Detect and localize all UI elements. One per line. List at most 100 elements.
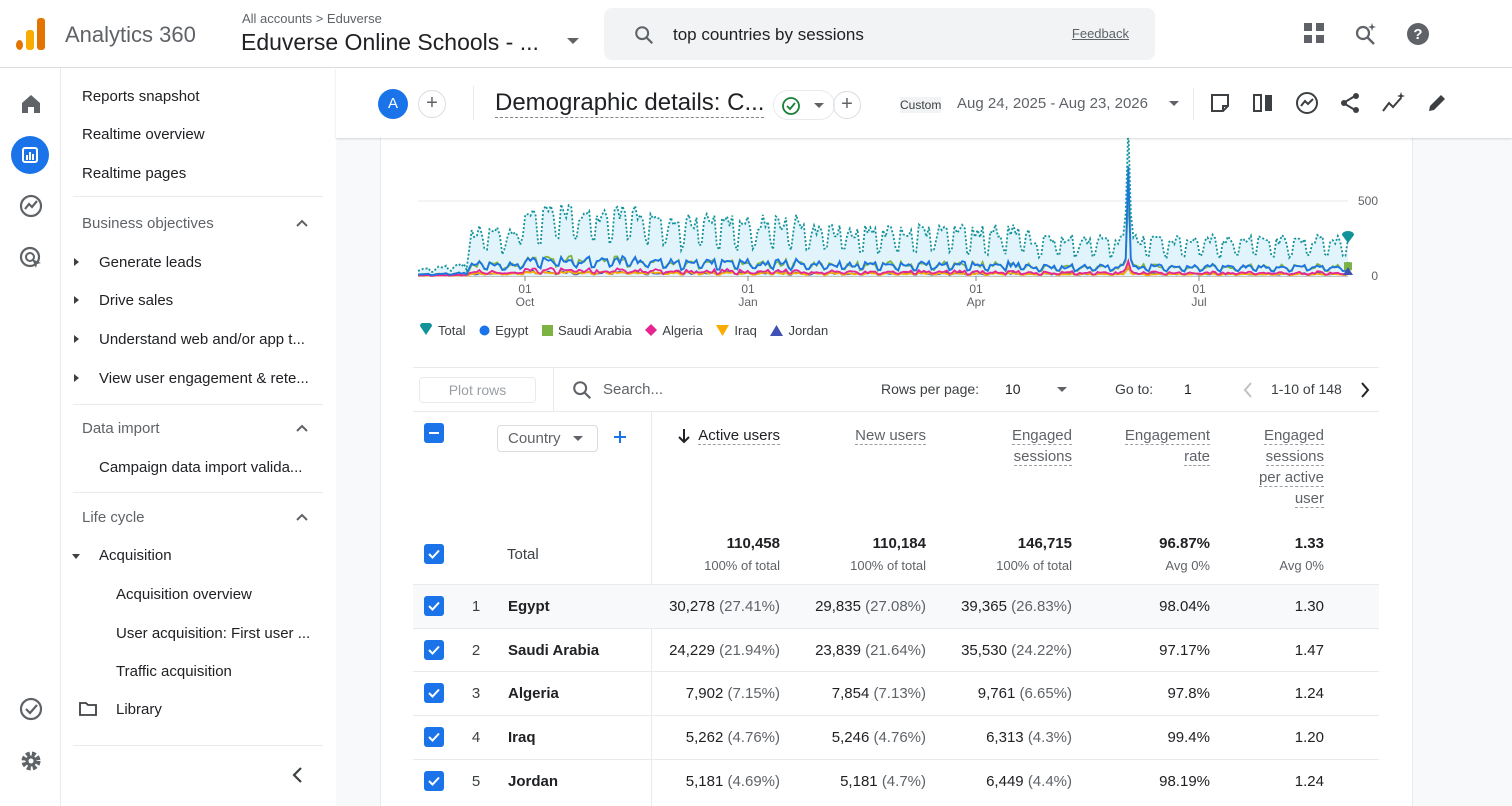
svg-text:?: ? [1413,26,1422,43]
chevron-up-icon[interactable] [295,512,309,522]
nav-generate-leads[interactable]: Generate leads [99,254,202,271]
insights-icon[interactable] [1295,91,1319,115]
nav-traffic-acquisition[interactable]: Traffic acquisition [116,663,232,680]
search-icon [573,381,592,400]
section-data-import[interactable]: Data import [82,420,160,437]
nav-campaign-data-import[interactable]: Campaign data import valida... [99,459,303,476]
goto-input[interactable]: 1 [1184,381,1192,397]
end-marker-saudi-arabia [1344,262,1352,271]
add-comparison-button[interactable]: + [418,90,446,118]
feedback-link[interactable]: Feedback [1071,26,1129,41]
report-status-dropdown[interactable] [773,90,835,120]
collapse-arrow-icon[interactable] [72,554,80,559]
comparison-avatar[interactable]: A [378,89,408,119]
row-country[interactable]: Saudi Arabia [508,641,600,659]
dimension-selector[interactable]: Country [497,425,598,452]
share-icon[interactable] [1338,91,1362,115]
search-bar[interactable]: top countries by sessions Feedback [604,8,1155,60]
row-checkbox[interactable] [424,683,444,704]
table-row[interactable]: 1 Egypt 30,278 (27.41%) 29,835 (27.08%) 39,3… [413,584,1379,628]
line-chart[interactable]: 1K500001Oct01Jan01Apr01Jul [413,136,1388,311]
trends-sparkle-icon[interactable] [1381,91,1407,115]
header-engaged-sessions[interactable]: Engaged sessions [1011,427,1072,466]
row-country[interactable]: Algeria [508,685,559,703]
table-row[interactable]: 2 Saudi Arabia 24,229 (21.94%) 23,839 (21.6… [413,627,1379,672]
sort-arrow-down-icon[interactable] [677,428,691,444]
nav-reports-snapshot[interactable]: Reports snapshot [82,88,200,105]
nav-library[interactable]: Library [116,701,162,718]
legend-saudi-arabia[interactable]: Saudi Arabia [541,323,632,338]
expand-arrow-icon[interactable] [74,335,79,343]
row-checkbox[interactable] [424,727,444,748]
expand-arrow-icon[interactable] [74,374,79,382]
edit-pencil-icon[interactable] [1425,91,1449,115]
folder-icon[interactable] [79,701,97,716]
table-row[interactable]: 3 Algeria 7,902 (7.15%) 7,854 (7.13%) 9,761 … [413,671,1379,715]
chevron-up-icon[interactable] [295,218,309,228]
expand-arrow-icon[interactable] [74,258,79,266]
chevron-down-icon[interactable] [1057,387,1067,392]
report-title[interactable]: Demographic details: C... [495,89,765,118]
search-insights-icon[interactable] [1354,22,1378,46]
chevron-down-icon[interactable] [1169,101,1179,106]
next-page-icon[interactable] [1359,381,1371,399]
legend-total[interactable]: Total [419,323,465,338]
search-input[interactable]: top countries by sessions [673,25,864,44]
date-range-picker[interactable]: Aug 24, 2025 - Aug 23, 2026 [957,95,1148,112]
gear-icon[interactable] [14,744,48,778]
add-dimension-icon[interactable] [613,430,627,444]
expand-arrow-icon[interactable] [74,296,79,304]
header-active-users[interactable]: Active users [698,427,780,445]
nav-acquisition-overview[interactable]: Acquisition overview [116,586,252,603]
compare-icon[interactable] [1252,92,1274,114]
advertising-icon[interactable] [14,241,48,275]
admin-check-icon[interactable] [14,692,48,726]
annotation-icon[interactable] [1209,92,1231,114]
explore-icon[interactable] [14,189,48,223]
total-checkbox[interactable] [424,544,444,564]
table-row[interactable]: 5 Jordan 5,181 (4.69%) 5,181 (4.7%) 6,449 (4… [413,758,1379,803]
collapse-nav-icon[interactable] [290,766,304,784]
nav-realtime-overview[interactable]: Realtime overview [82,126,205,143]
plot-rows-button[interactable]: Plot rows [419,377,536,403]
home-icon[interactable] [14,87,48,121]
nav-user-acquisition[interactable]: User acquisition: First user ... [116,625,311,642]
row-checkbox[interactable] [424,639,444,660]
total-active-users: 110,458 [726,535,780,552]
nav-understand-web-app[interactable]: Understand web and/or app t... [99,331,305,348]
rows-per-page-select[interactable]: 10 [1005,381,1021,397]
apps-grid-icon[interactable] [1303,22,1325,44]
legend-algeria[interactable]: Algeria [645,323,703,338]
nav-user-engagement[interactable]: View user engagement & rete... [99,370,309,387]
chevron-down-icon[interactable] [573,436,583,441]
row-checkbox[interactable] [424,596,444,616]
nav-realtime-pages[interactable]: Realtime pages [82,165,187,182]
chevron-down-icon[interactable] [567,38,579,44]
row-checkbox[interactable] [424,770,444,791]
row-country[interactable]: Egypt [508,598,550,615]
table-row[interactable]: 4 Iraq 5,262 (4.76%) 5,246 (4.76%) 6,313 (4.… [413,715,1379,759]
legend-egypt[interactable]: Egypt [479,323,528,338]
nav-drive-sales[interactable]: Drive sales [99,292,174,309]
nav-acquisition[interactable]: Acquisition [99,547,172,564]
select-all-checkbox[interactable] [424,423,444,443]
prev-page-icon[interactable] [1242,381,1254,399]
legend-iraq[interactable]: Iraq [716,323,757,338]
header-new-users[interactable]: New users [855,427,926,445]
add-report-button[interactable]: + [833,91,861,119]
legend-jordan[interactable]: Jordan [770,323,828,338]
divider [73,404,323,405]
table-search-input[interactable]: Search... [603,381,664,398]
reports-icon[interactable] [11,136,49,174]
section-business-objectives[interactable]: Business objectives [82,215,214,232]
section-life-cycle[interactable]: Life cycle [82,509,145,526]
chevron-up-icon[interactable] [295,423,309,433]
property-selector[interactable]: Eduverse Online Schools - ... [241,29,539,55]
header-engaged-sessions-per-user[interactable]: Engaged sessions per active user [1258,427,1324,508]
row-country[interactable]: Iraq [508,729,536,747]
analytics-logo-icon[interactable] [16,18,46,50]
header-engagement-rate[interactable]: Engagement rate [1124,427,1210,466]
breadcrumb[interactable]: All accounts > Eduverse [242,11,382,26]
help-icon[interactable]: ? [1406,22,1430,46]
row-country[interactable]: Jordan [508,772,559,790]
